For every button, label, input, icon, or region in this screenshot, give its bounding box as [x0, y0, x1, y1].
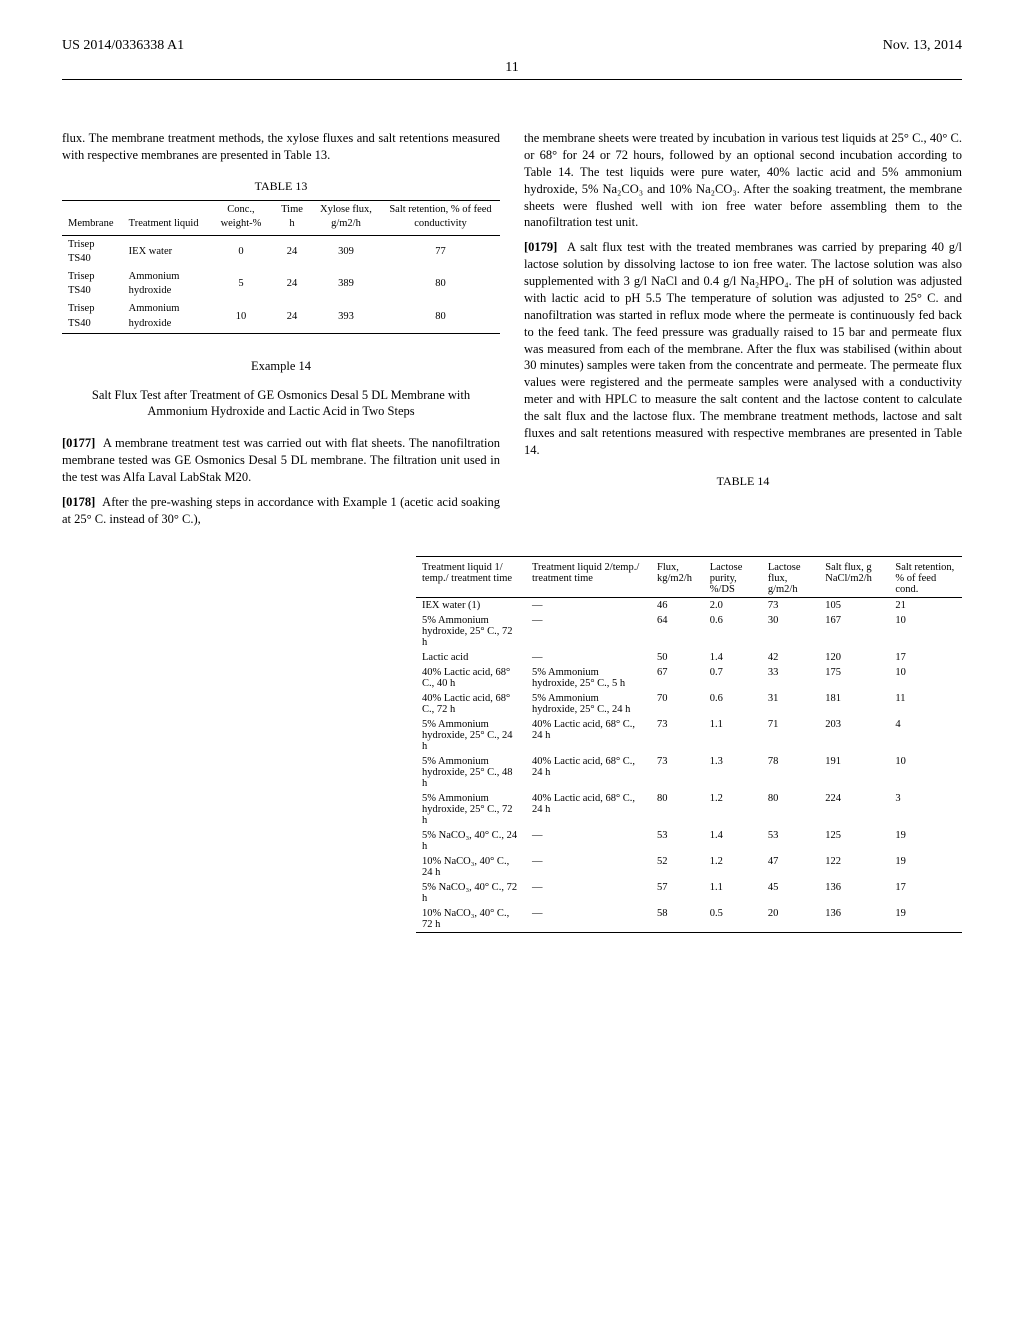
t13-h2: Treatment liquid	[123, 200, 209, 233]
table-row: Lactic acid—501.44212017	[416, 650, 962, 665]
t14-h3: Flux, kg/m2/h	[651, 560, 704, 598]
doc-number: US 2014/0336338 A1	[62, 38, 184, 54]
table-row: 5% Ammonium hydroxide, 25° C., 72 h—640.…	[416, 613, 962, 650]
p0179: [0179] A salt flux test with the treated…	[524, 239, 962, 458]
table-row: Trisep TS40 Ammonium hydroxide 5 24 389 …	[62, 268, 500, 300]
table-row: 5% NaCO₃, 40° C., 72 h—571.14513617	[416, 880, 962, 906]
intro-para: flux. The membrane treatment methods, th…	[62, 130, 500, 164]
table-row: 40% Lactic acid, 68° C., 40 h5% Ammonium…	[416, 665, 962, 691]
table-row: Trisep TS40 Ammonium hydroxide 10 24 393…	[62, 300, 500, 333]
right-column: the membrane sheets were treated by incu…	[524, 130, 962, 536]
table-row: IEX water (1)—462.07310521	[416, 598, 962, 614]
table14: Treatment liquid 1/ temp./ treatment tim…	[416, 556, 962, 934]
t14-h4: Lactose purity, %/DS	[704, 560, 762, 598]
doc-date: Nov. 13, 2014	[883, 38, 962, 54]
t13-h1: Membrane	[62, 200, 123, 233]
two-column-content: flux. The membrane treatment methods, th…	[62, 130, 962, 536]
table-row: 10% NaCO₃, 40° C., 72 h—580.52013619	[416, 906, 962, 933]
table-row: 5% Ammonium hydroxide, 25° C., 48 h40% L…	[416, 754, 962, 791]
t14-h2: Treatment liquid 2/temp./ treatment time	[526, 560, 651, 598]
t13-h4: Time h	[273, 200, 311, 233]
table14-title: TABLE 14	[524, 473, 962, 489]
t14-h5: Lactose flux, g/m2/h	[762, 560, 819, 598]
page-header: US 2014/0336338 A1 Nov. 13, 2014	[62, 38, 962, 54]
p0178: [0178] After the pre-washing steps in ac…	[62, 494, 500, 528]
table-row: 5% Ammonium hydroxide, 25° C., 72 h40% L…	[416, 791, 962, 828]
example-subtitle: Salt Flux Test after Treatment of GE Osm…	[86, 387, 476, 420]
t14-h6: Salt flux, g NaCl/m2/h	[819, 560, 889, 598]
left-column: flux. The membrane treatment methods, th…	[62, 130, 500, 536]
t14-h1: Treatment liquid 1/ temp./ treatment tim…	[416, 560, 526, 598]
table13-title: TABLE 13	[62, 178, 500, 194]
table-row: 5% Ammonium hydroxide, 25° C., 24 h40% L…	[416, 717, 962, 754]
table-row: 5% NaCO₃, 40° C., 24 h—531.45312519	[416, 828, 962, 854]
col2-p1: the membrane sheets were treated by incu…	[524, 130, 962, 231]
p0177: [0177] A membrane treatment test was car…	[62, 435, 500, 486]
table14-section: Treatment liquid 1/ temp./ treatment tim…	[416, 556, 962, 934]
header-divider	[62, 79, 962, 80]
table-row: Trisep TS40 IEX water 0 24 309 77	[62, 235, 500, 268]
t13-h3: Conc., weight-%	[209, 200, 273, 233]
table13: Membrane Treatment liquid Conc., weight-…	[62, 200, 500, 334]
table-row: 10% NaCO₃, 40° C., 24 h—521.24712219	[416, 854, 962, 880]
t14-h7: Salt retention, % of feed cond.	[889, 560, 962, 598]
example-title: Example 14	[62, 358, 500, 375]
t13-h6: Salt retention, % of feed conductivity	[381, 200, 500, 233]
page-number: 11	[62, 60, 962, 76]
t13-h5: Xylose flux, g/m2/h	[311, 200, 381, 233]
table-row: 40% Lactic acid, 68° C., 72 h5% Ammonium…	[416, 691, 962, 717]
